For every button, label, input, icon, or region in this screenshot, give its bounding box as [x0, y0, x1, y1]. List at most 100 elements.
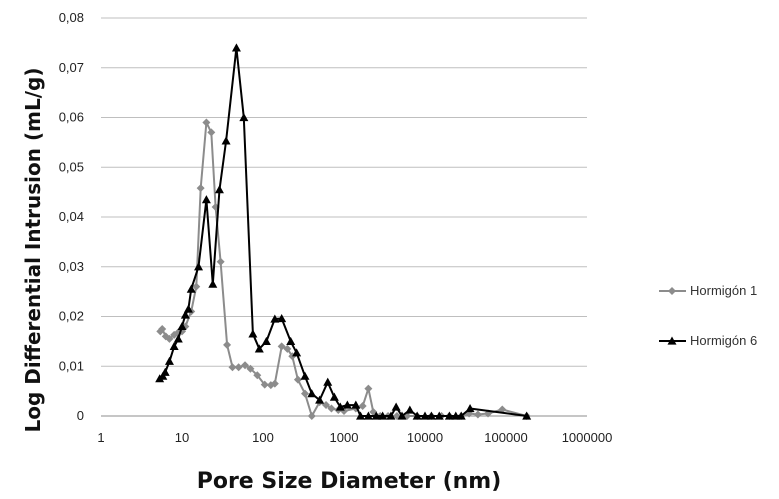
y-tick-label: 0 [77, 408, 84, 423]
data-point [307, 389, 317, 398]
data-point [522, 411, 532, 420]
data-point [323, 377, 333, 386]
series-hormigon-6 [155, 43, 532, 420]
data-point [386, 411, 396, 420]
legend-label: Hormigón 6 [690, 333, 757, 348]
y-tick-label: 0,03 [59, 259, 84, 274]
x-tick-label: 1 [97, 430, 104, 445]
y-tick-label: 0,04 [59, 209, 84, 224]
data-point [231, 43, 241, 52]
data-point [378, 411, 388, 420]
data-point [223, 340, 232, 349]
y-tick-label: 0,08 [59, 10, 84, 25]
data-point [221, 136, 231, 145]
data-point [356, 411, 366, 420]
data-point [196, 184, 205, 193]
data-point [158, 324, 167, 333]
data-point [420, 411, 430, 420]
legend-marker [668, 287, 676, 295]
y-tick-label: 0,02 [59, 309, 84, 324]
data-point [405, 405, 415, 414]
x-axis-title: Pore Size Diameter (nm) [197, 469, 502, 494]
data-point [465, 404, 475, 413]
series-line [159, 121, 527, 417]
data-point [277, 342, 286, 351]
y-tick-labels: 0 0,01 0,02 0,03 0,04 0,05 0,06 0,07 0,08 [59, 10, 84, 423]
data-point [315, 395, 325, 404]
series-line [159, 46, 527, 417]
data-point [254, 344, 264, 353]
data-point [169, 341, 179, 350]
data-point [364, 384, 373, 393]
data-point [293, 375, 302, 384]
legend: Hormigón 1 Hormigón 6 [659, 283, 757, 348]
data-point [165, 334, 174, 343]
legend-label: Hormigón 1 [690, 283, 757, 298]
data-point [329, 392, 339, 401]
data-point [371, 411, 381, 420]
data-point [208, 279, 218, 288]
data-point [342, 400, 352, 409]
data-point [426, 411, 436, 420]
x-tick-label: 10 [175, 430, 189, 445]
data-point [261, 336, 271, 345]
data-point [322, 401, 331, 410]
data-point [214, 185, 224, 194]
x-tick-label: 100 [252, 430, 274, 445]
y-tick-label: 0,01 [59, 358, 84, 373]
data-point [307, 412, 316, 420]
data-point [164, 356, 174, 365]
data-point [270, 379, 279, 388]
data-point [412, 411, 422, 420]
data-point [192, 282, 201, 291]
data-point [473, 410, 482, 419]
y-axis-title: Log Differential Intrusion (mL/g) [21, 68, 45, 433]
data-point [253, 371, 262, 380]
data-point [173, 334, 183, 343]
data-point [327, 404, 336, 413]
x-tick-label: 10000 [407, 430, 443, 445]
data-point [456, 411, 466, 420]
x-tick-labels: 1 10 100 1000 10000 100000 1000000 [97, 430, 612, 445]
data-point [283, 344, 292, 353]
series-layer [155, 43, 532, 420]
data-point [363, 411, 373, 420]
data-point [160, 367, 170, 376]
data-point [216, 257, 225, 266]
data-point [434, 411, 444, 420]
x-tick-label: 100000 [484, 430, 527, 445]
y-tick-label: 0,05 [59, 159, 84, 174]
data-point [286, 336, 296, 345]
data-point [228, 363, 237, 372]
data-point [300, 389, 309, 398]
data-point [202, 118, 211, 127]
data-point [270, 314, 280, 323]
data-point [239, 113, 249, 122]
gridlines [101, 17, 587, 367]
data-point [292, 348, 302, 357]
data-point [241, 361, 250, 370]
y-tick-label: 0,07 [59, 60, 84, 75]
data-point [391, 402, 401, 411]
data-point [246, 364, 255, 373]
data-point [335, 402, 345, 411]
data-point [186, 284, 196, 293]
legend-marker [667, 336, 677, 345]
legend-item: Hormigón 6 [659, 333, 757, 348]
data-point [183, 304, 193, 313]
data-point [260, 380, 269, 389]
data-point [201, 195, 211, 204]
data-point [444, 411, 454, 420]
data-point [207, 128, 216, 137]
data-point [194, 262, 204, 271]
data-point [358, 402, 367, 411]
legend-item: Hormigón 1 [659, 283, 757, 298]
data-point [351, 400, 361, 409]
y-tick-label: 0,06 [59, 110, 84, 125]
x-tick-label: 1000 [330, 430, 359, 445]
data-point [177, 321, 187, 331]
data-point [300, 371, 310, 380]
data-point [248, 329, 258, 338]
data-point [180, 310, 190, 319]
